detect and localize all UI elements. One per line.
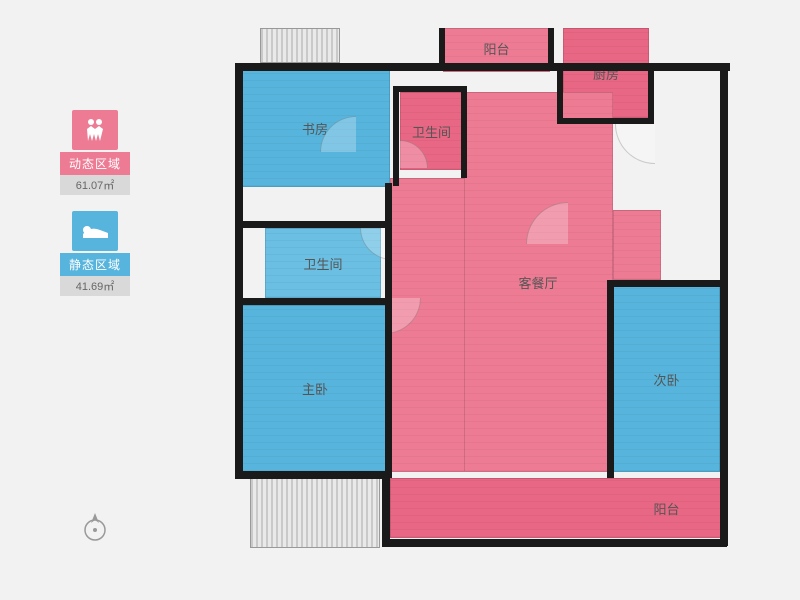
legend: 动态区域 61.07㎡ 静态区域 41.69㎡	[60, 110, 130, 312]
people-icon	[72, 110, 118, 150]
legend-dynamic-value: 61.07㎡	[60, 175, 130, 195]
wall	[607, 280, 614, 478]
legend-dynamic: 动态区域 61.07㎡	[60, 110, 130, 195]
room-study: 书房	[240, 70, 390, 187]
hatch-slab	[250, 478, 380, 548]
wall	[461, 86, 467, 178]
room-label: 客餐厅	[518, 273, 557, 292]
room-label: 卫生间	[303, 254, 342, 273]
floor-plan: 阳台厨房书房卫生间卫生间客餐厅主卧次卧阳台	[225, 28, 730, 570]
wall	[382, 539, 727, 547]
hatch-slab	[260, 28, 340, 63]
wall	[648, 63, 654, 123]
legend-static-value: 41.69㎡	[60, 276, 130, 296]
room-balcony-bottom: 阳台	[390, 478, 723, 538]
room-label: 阳台	[653, 499, 679, 518]
legend-dynamic-label: 动态区域	[60, 152, 130, 175]
compass-icon	[78, 510, 112, 544]
wall	[557, 63, 563, 123]
room-living-ext2	[613, 210, 661, 280]
wall	[393, 86, 399, 186]
room-label: 卫生间	[412, 122, 451, 141]
wall	[439, 28, 445, 66]
wall	[235, 63, 730, 71]
wall	[393, 86, 465, 92]
wall	[382, 471, 390, 546]
wall	[720, 63, 728, 546]
legend-static-label: 静态区域	[60, 253, 130, 276]
wall	[235, 63, 243, 478]
wall	[235, 471, 390, 479]
room-label: 主卧	[302, 379, 328, 398]
room-living: 客餐厅	[463, 92, 613, 472]
wall	[239, 221, 389, 228]
legend-static: 静态区域 41.69㎡	[60, 211, 130, 296]
wall	[557, 118, 654, 124]
room-label: 阳台	[483, 39, 509, 58]
sleep-icon	[72, 211, 118, 251]
room-label: 次卧	[653, 370, 679, 389]
room-second: 次卧	[613, 286, 720, 472]
wall	[613, 280, 725, 287]
room-master: 主卧	[240, 305, 390, 472]
wall	[548, 28, 554, 66]
wall	[239, 298, 389, 305]
